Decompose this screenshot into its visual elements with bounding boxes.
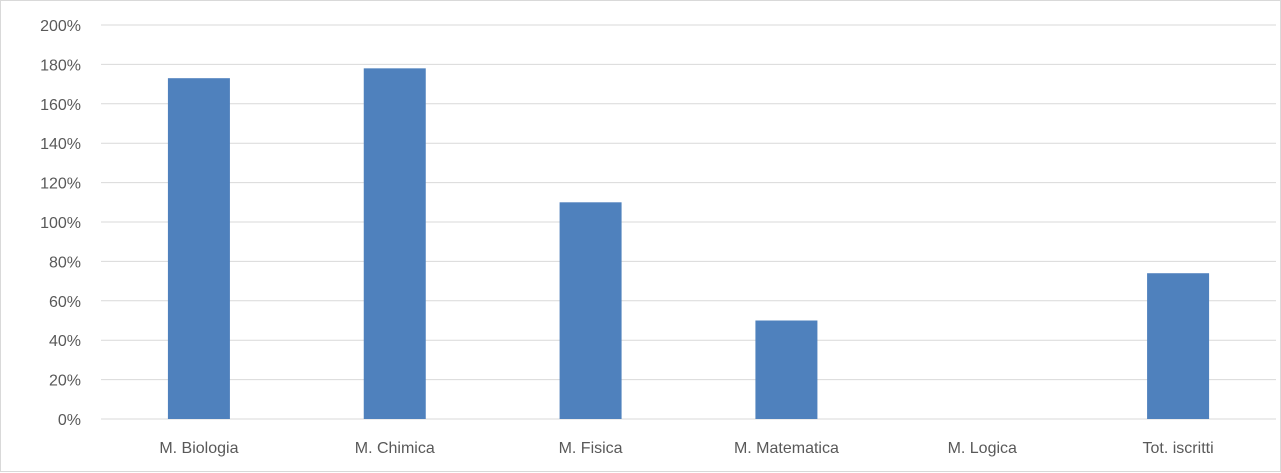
y-tick-label: 0% [58,412,81,429]
bars [167,68,1210,419]
gridlines [101,24,1276,420]
x-category-label: M. Logica [948,440,1017,457]
y-tick-label: 80% [49,254,81,271]
bar-m-biologia [167,78,230,419]
x-category-label: M. Chimica [355,440,435,457]
x-category-label: Tot. iscritti [1143,440,1214,457]
y-tick-label: 140% [40,136,81,153]
y-tick-label: 40% [49,333,81,350]
bar-m-fisica [559,202,622,419]
y-tick-label: 60% [49,294,81,311]
y-axis-tick-labels: 0% 20% 40% 60% 80% 100% 120% 140% 160% 180% 200% [40,18,81,429]
y-tick-label: 100% [40,215,81,232]
x-category-label: M. Matematica [734,440,839,457]
y-tick-label: 120% [40,176,81,193]
x-category-label: M. Fisica [559,440,623,457]
x-axis-category-labels: M. Biologia M. Chimica M. Fisica M. Matemat… [159,440,1213,457]
y-tick-label: 180% [40,57,81,74]
y-tick-label: 200% [40,18,81,35]
y-tick-label: 20% [49,373,81,390]
bar-m-matematica [755,320,818,419]
x-category-label: M. Biologia [159,440,238,457]
y-tick-label: 160% [40,97,81,114]
bar-tot-iscritti [1147,273,1210,419]
bar-m-chimica [363,68,426,419]
